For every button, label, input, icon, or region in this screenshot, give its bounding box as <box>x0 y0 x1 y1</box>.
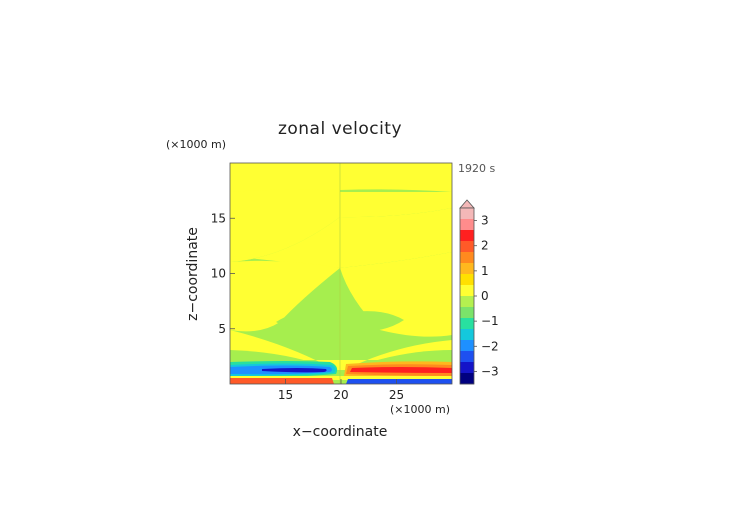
positive-jet-red <box>350 367 452 373</box>
colorbar-swatch <box>460 373 474 385</box>
y-axis-label: z−coordinate <box>185 227 201 321</box>
colorbar-swatch <box>460 230 474 242</box>
x-tick-label: 25 <box>389 388 404 402</box>
colorbar-swatch <box>460 208 474 220</box>
colorbar-swatch <box>460 296 474 308</box>
yellow-band-top <box>230 163 452 218</box>
surface-layer-yellow <box>230 376 452 380</box>
time-label: 1920 s <box>458 162 495 175</box>
chart-title: zonal velocity <box>278 119 402 139</box>
colorbar-tick-label: −2 <box>481 339 499 353</box>
colorbar-swatch <box>460 351 474 363</box>
colorbar-tick-label: 0 <box>481 289 489 303</box>
colorbar-swatch <box>460 263 474 275</box>
colorbar-tick-label: −1 <box>481 314 499 328</box>
x-axis-label: x−coordinate <box>293 424 388 440</box>
colorbar-swatch <box>460 285 474 297</box>
yellow-region-lower-left <box>230 260 340 332</box>
y-ticks: 5 10 15 <box>211 211 235 336</box>
colorbar-swatch <box>460 329 474 341</box>
yellow-region-upper-left <box>230 189 340 262</box>
y-unit-label: (×1000 m) <box>166 138 226 151</box>
colorbar-swatch <box>460 318 474 330</box>
colorbar: 3 2 1 0 −1 −2 −3 <box>459 199 499 385</box>
x-ticks: 15 20 25 <box>278 379 404 402</box>
surface-left-red <box>230 378 334 384</box>
y-tick-label: 5 <box>218 322 226 336</box>
colorbar-swatch <box>460 252 474 264</box>
colorbar-swatch <box>460 307 474 319</box>
yellow-region-mid <box>230 208 452 268</box>
negative-jet-core <box>262 368 327 373</box>
colorbar-swatch <box>460 241 474 253</box>
colorbar-tick-label: −3 <box>481 364 499 378</box>
x-tick-label: 15 <box>278 388 293 402</box>
colorbar-swatch <box>460 340 474 352</box>
x-tick-label: 20 <box>333 388 348 402</box>
colorbar-swatch <box>460 274 474 286</box>
colorbar-swatch <box>460 219 474 231</box>
x-unit-label: (×1000 m) <box>390 403 450 416</box>
y-tick-label: 10 <box>211 267 226 281</box>
surface-right-blue <box>346 379 452 384</box>
colorbar-tick-label: 2 <box>481 239 489 253</box>
colorbar-tick-label: 3 <box>481 214 489 228</box>
velocity-field <box>230 163 452 384</box>
colorbar-extend-arrow <box>459 199 475 209</box>
colorbar-swatch <box>460 362 474 374</box>
yellow-region-upper-right <box>340 163 452 192</box>
colorbar-tick-label: 1 <box>481 264 489 278</box>
y-tick-label: 15 <box>211 211 226 225</box>
